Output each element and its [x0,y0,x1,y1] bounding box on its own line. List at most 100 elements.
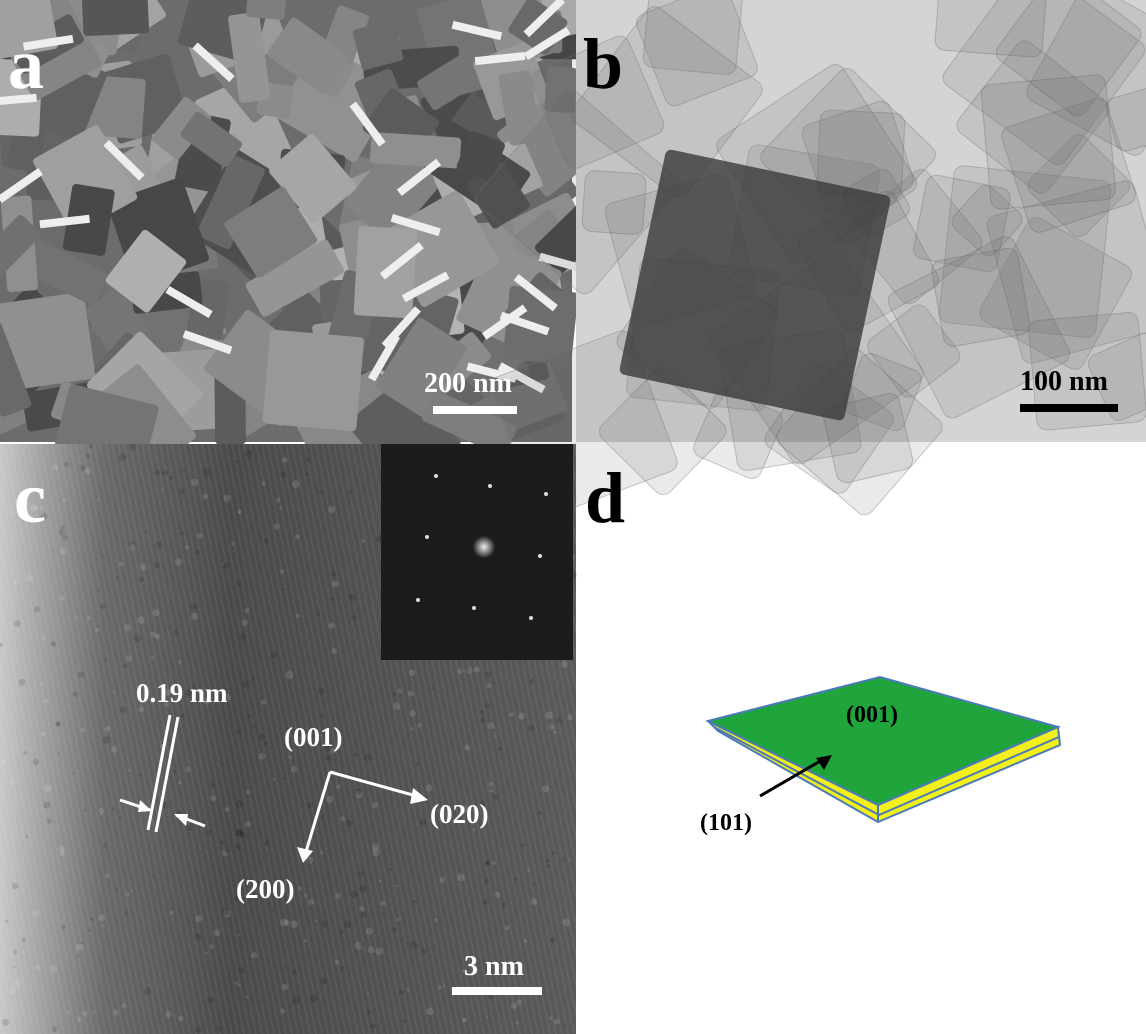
flake-edge [390,214,441,237]
sheet [887,236,1071,419]
noise [236,729,242,734]
fringe [201,443,323,1034]
fringe [0,655,77,1034]
noise [113,690,116,693]
fringe [51,443,173,1034]
noise [179,489,185,495]
noise [117,979,120,983]
noise [139,773,143,777]
arrowheads [138,788,428,863]
noise [375,947,383,956]
noise [520,843,525,848]
noise [57,752,61,755]
flake [0,322,32,417]
noise [245,995,249,999]
noise [190,478,199,487]
noise [129,443,136,451]
fringe [0,861,35,1034]
noise [548,724,555,730]
panel-label: a [8,24,44,104]
flake-edge [481,304,528,340]
noise [12,882,19,890]
fringe [351,443,473,1034]
noise [153,587,157,591]
noise [25,574,34,583]
noise [258,1001,261,1004]
fringe [0,773,53,1034]
noise [462,1018,466,1022]
panel-label: c [14,458,46,538]
fringe [585,443,707,1034]
noise [484,702,491,709]
noise [346,820,353,827]
annotation: (020) [430,799,488,829]
fringe [135,443,257,1034]
noise [321,816,324,820]
fringe [27,443,149,1034]
noise [318,490,323,494]
noise [314,919,317,922]
noise [280,918,288,927]
noise [339,930,344,935]
fringe [213,443,335,1034]
flake-edge [22,34,74,51]
noise [8,510,13,514]
sheet [570,6,763,199]
sheet [598,367,727,496]
noise [8,778,16,786]
noise [485,967,490,972]
noise [97,497,100,501]
noise [363,753,372,762]
sheet [1105,87,1146,152]
noise [465,667,471,672]
noise [290,766,298,773]
noise [370,1022,376,1029]
noise [190,603,197,610]
fringe [0,684,71,1034]
noise [119,706,127,714]
noise [40,731,46,737]
noise [409,710,417,717]
noise [154,633,161,640]
flake [352,20,404,70]
noise [221,849,228,857]
fringe [117,443,239,1034]
noise [258,753,266,760]
sheet [867,304,961,398]
noise [504,925,510,931]
fringe [9,443,131,1034]
noise [497,746,503,752]
noise [177,1015,184,1022]
noise [25,835,29,839]
flake [81,0,150,37]
noise [52,464,59,471]
sheet [931,247,1031,347]
flake-edge [474,51,526,66]
sheet [642,0,744,75]
fringe [225,443,347,1034]
noise [123,663,129,669]
noise [32,909,39,917]
noise [40,513,48,520]
noise [275,497,281,503]
noise [115,504,118,507]
noise [409,941,418,950]
noise [562,918,571,927]
noise [244,449,253,458]
noise [241,680,249,689]
flake [456,130,505,182]
noise [124,999,127,1002]
noise [545,859,550,864]
noise [303,938,308,943]
noise [185,544,190,550]
noise [29,504,37,512]
central-spot [473,536,495,558]
noise [270,651,278,659]
sheet [1027,134,1131,237]
noise [33,606,41,613]
noise [13,966,16,969]
flake-edge [349,101,386,147]
noise [43,801,51,809]
noise [285,671,294,680]
noise [220,840,225,845]
